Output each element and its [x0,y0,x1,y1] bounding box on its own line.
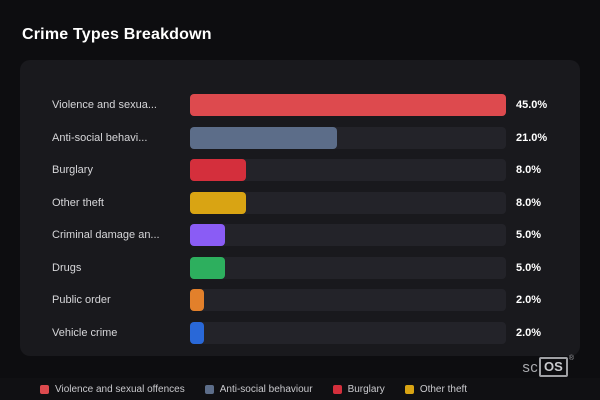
chart-legend: Violence and sexual offences Anti-social… [0,378,600,400]
chart-row: Burglary 8.0% [52,154,564,187]
legend-item-other-theft[interactable]: Other theft [404,383,468,395]
chart-row: Criminal damage an... 5.0% [52,219,564,252]
chart-row: Vehicle crime 2.0% [52,317,564,350]
category-label: Burglary [52,164,93,177]
category-label: Other theft [52,196,104,209]
bar-criminal-damage[interactable] [190,224,226,247]
chart-row: Violence and sexua... 45.0% [52,89,564,122]
value-label: 8.0% [516,164,542,177]
scos-logo-prefix: sc [522,358,539,376]
registered-trademark-icon: ® [568,355,574,362]
bar-other-theft[interactable] [190,191,247,214]
bar-track [190,321,506,344]
bar-track [190,191,506,214]
chart-panel: Violence and sexua... 45.0% Anti-social … [20,60,580,356]
bar-vehicle-crime[interactable] [190,321,205,344]
value-label: 45.0% [516,99,548,112]
bar-drugs[interactable] [190,256,226,279]
chart-row: Drugs 5.0% [52,252,564,285]
category-label: Public order [52,294,111,307]
legend-swatch-icon [332,384,342,394]
scos-logo: sc OS ® [522,355,574,377]
value-label: 5.0% [516,229,542,242]
bar-burglary[interactable] [190,159,247,182]
value-label: 5.0% [516,261,542,274]
value-label: 21.0% [516,131,548,144]
value-label: 8.0% [516,196,542,209]
legend-swatch-icon [404,384,414,394]
bar-antisocial[interactable] [190,126,338,149]
bar-violence[interactable] [190,94,506,117]
bar-track [190,94,506,117]
bar-track [190,289,506,312]
legend-item-antisocial[interactable]: Anti-social behaviour [204,383,313,395]
value-label: 2.0% [516,326,542,339]
bar-track [190,256,506,279]
legend-label: Burglary [347,383,385,395]
legend-item-burglary[interactable]: Burglary [332,383,385,395]
bar-public-order[interactable] [190,289,205,312]
bar-track [190,159,506,182]
legend-swatch-icon [204,384,214,394]
category-label: Violence and sexua... [52,99,157,112]
chart-row: Anti-social behavi... 21.0% [52,122,564,155]
category-label: Anti-social behavi... [52,131,148,144]
legend-label: Other theft [419,383,468,395]
bar-track [190,126,506,149]
legend-label: Anti-social behaviour [219,383,313,395]
category-label: Vehicle crime [52,326,118,339]
value-label: 2.0% [516,294,542,307]
scos-logo-box: OS [539,357,568,377]
chart-row: Other theft 8.0% [52,187,564,220]
category-label: Drugs [52,261,82,274]
page-title: Crime Types Breakdown [22,26,212,43]
chart-row: Public order 2.0% [52,284,564,317]
legend-label: Violence and sexual offences [55,383,185,395]
category-label: Criminal damage an... [52,229,160,242]
bar-track [190,224,506,247]
legend-item-violence[interactable]: Violence and sexual offences [40,384,185,395]
legend-swatch-icon [40,384,49,394]
